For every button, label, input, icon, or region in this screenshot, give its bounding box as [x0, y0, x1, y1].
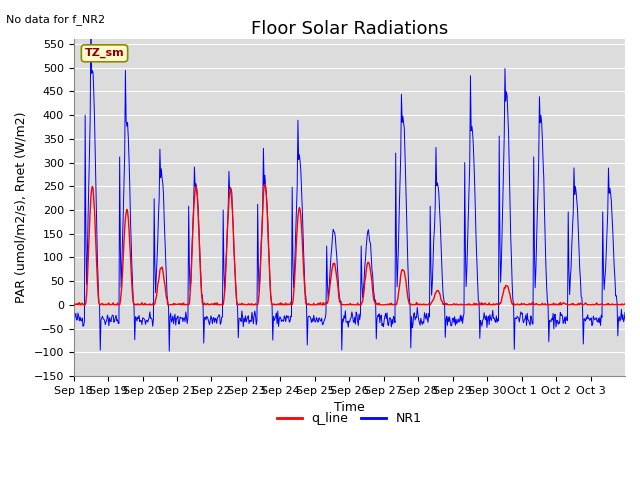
X-axis label: Time: Time — [334, 401, 365, 414]
NR1 — [70, 314, 77, 320]
q_line — [70, 302, 78, 308]
Title: Floor Solar Radiations: Floor Solar Radiations — [251, 20, 448, 38]
q_line — [261, 181, 269, 187]
Y-axis label: PAR (umol/m2/s), Rnet (W/m2): PAR (umol/m2/s), Rnet (W/m2) — [15, 112, 28, 303]
Legend: q_line, NR1: q_line, NR1 — [271, 407, 427, 430]
NR1 — [285, 319, 293, 325]
q_line — [264, 241, 272, 247]
q_line — [237, 301, 244, 307]
NR1 — [408, 313, 415, 319]
q_line — [438, 299, 446, 305]
NR1 — [264, 242, 272, 248]
NR1 — [438, 279, 446, 285]
NR1 — [165, 348, 173, 354]
Line: NR1: NR1 — [74, 12, 625, 351]
q_line — [135, 302, 143, 308]
q_line — [408, 302, 415, 308]
q_line — [621, 301, 629, 307]
Line: q_line: q_line — [74, 184, 625, 305]
NR1 — [135, 312, 143, 318]
NR1 — [237, 319, 245, 324]
NR1 — [621, 310, 629, 315]
Text: TZ_sm: TZ_sm — [84, 48, 124, 59]
q_line — [285, 302, 293, 308]
q_line — [70, 301, 77, 307]
NR1 — [87, 9, 95, 14]
Text: No data for f_NR2: No data for f_NR2 — [6, 14, 106, 25]
